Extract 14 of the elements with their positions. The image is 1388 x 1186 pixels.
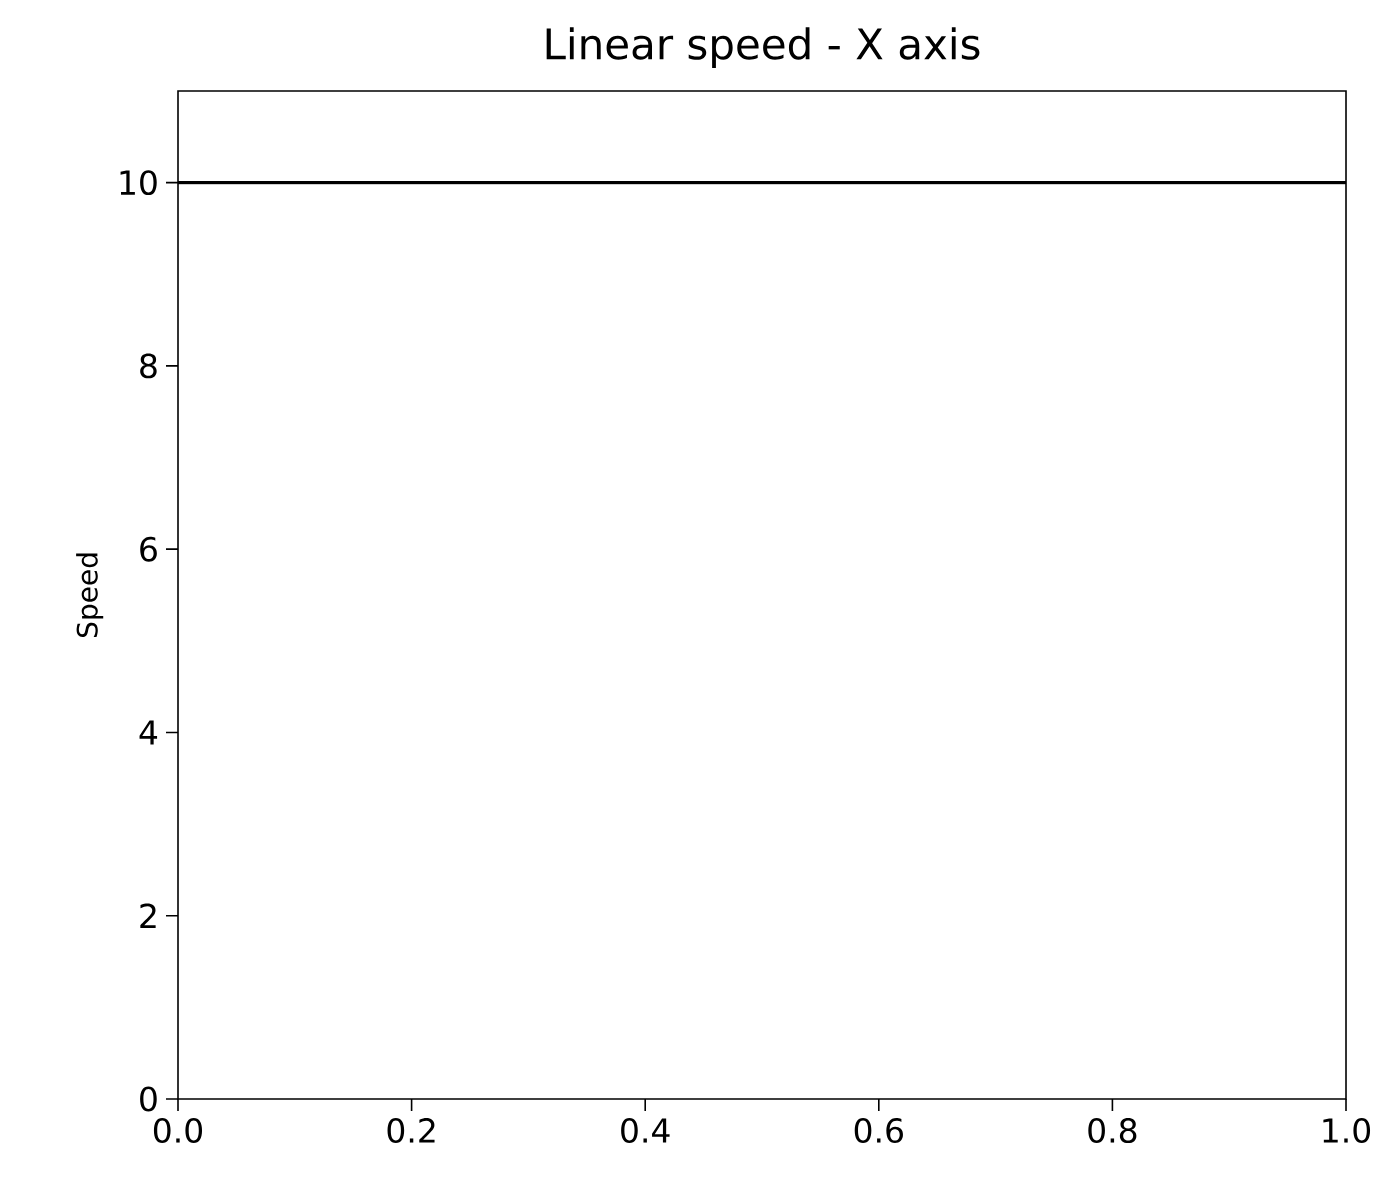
- y-axis-title: Speed: [76, 553, 104, 638]
- y-tick-label: 6: [140, 536, 157, 562]
- y-tick-label: 2: [140, 903, 156, 928]
- y-tick-label: 10: [120, 170, 157, 196]
- y-tick-label: 8: [140, 353, 157, 379]
- x-tick-label: 0.0: [153, 1118, 203, 1144]
- x-tick-label: 0.8: [1088, 1118, 1137, 1144]
- x-tick-label: 0.2: [387, 1118, 435, 1144]
- chart-title: Linear speed - X axis: [546, 27, 980, 68]
- x-tick-label: 0.6: [854, 1118, 903, 1144]
- x-tick-label: 1.0: [1323, 1118, 1371, 1144]
- y-tick-label: 4: [139, 720, 158, 745]
- x-tick-label: 0.4: [621, 1118, 670, 1144]
- y-tick-label: 0: [140, 1086, 157, 1112]
